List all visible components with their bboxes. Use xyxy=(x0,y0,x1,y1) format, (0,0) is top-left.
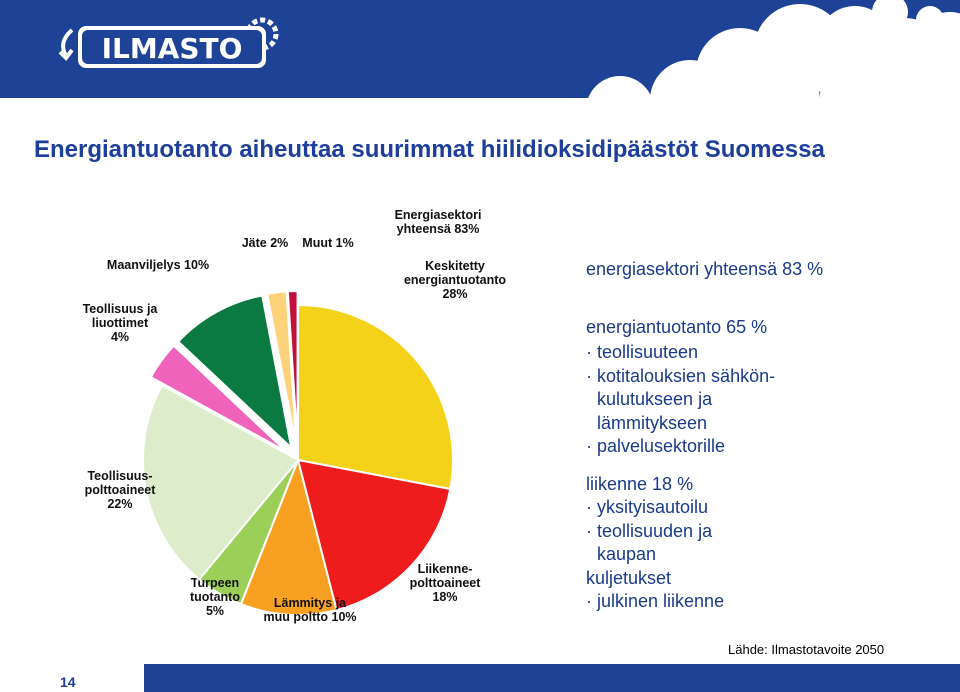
page-number: 14 xyxy=(60,674,76,690)
panel-list-item: kaupan xyxy=(597,544,657,564)
energy-sector-annotation: Energiasektori yhteensä 83% xyxy=(395,208,482,236)
ilmasto-logo: ILMASTO xyxy=(54,8,294,76)
panel-list-item: · teollisuuteen xyxy=(586,342,699,362)
panel-heading-energy-production: energiantuotanto 65 % xyxy=(586,316,768,337)
text-panel: energiasektori yhteensä 83 % energiantuo… xyxy=(586,258,946,614)
page-number-box xyxy=(0,664,144,692)
pie-slice xyxy=(142,383,300,581)
panel-list-item: · yksityisautoilu xyxy=(586,497,709,517)
panel-heading-transport: liikenne 18 % xyxy=(586,473,694,494)
panel-list-item: · julkinen liikenne xyxy=(586,591,725,611)
panel-heading-energy-sector: energiasektori yhteensä 83 % xyxy=(586,259,824,279)
pie-slice xyxy=(297,303,454,491)
pie-slice-label: Jäte 2% xyxy=(242,236,289,250)
panel-list-item: · kotitalouksien sähkön- xyxy=(586,365,776,386)
pie-slice xyxy=(239,456,338,616)
panel-list-item: lämmitykseen xyxy=(597,412,708,433)
pie-slice xyxy=(149,344,288,453)
pie-chart: Keskitetty energiantuotanto 28% Liikenne-po… xyxy=(60,195,510,645)
pie-slice-label: Turpeen tuotanto 5% xyxy=(190,576,240,618)
panel-list-item: kulutukseen ja xyxy=(597,389,713,409)
pie-slice-label: Muut 1% xyxy=(302,236,353,250)
transport-list: · yksityisautoilu · teollisuuden ja kaupan… xyxy=(586,496,946,614)
header-band: ILMASTO xyxy=(0,0,960,98)
logo-graphic: ILMASTO xyxy=(58,17,279,68)
energy-production-list: · teollisuuteen · kotitalouksien sähkön-k… xyxy=(586,341,946,459)
logo-text: ILMASTO xyxy=(102,32,243,65)
pie-chart-svg: Keskitetty energiantuotanto 28% Liikenne-po… xyxy=(83,208,507,624)
pie-slice-label: Keskitetty energiantuotanto 28% xyxy=(404,259,506,301)
cloud-decoration xyxy=(588,0,960,98)
pie-slice xyxy=(266,290,298,447)
pie-slice-label: Maanviljelys 10% xyxy=(107,258,209,272)
pie-slice xyxy=(286,290,299,447)
panel-list-item: kuljetukset xyxy=(586,567,672,588)
pie-slice-label: Lämmitys ja muu poltto 10% xyxy=(263,596,356,624)
pie-slice-label: Teollisuus ja liuottimet 4% xyxy=(83,302,159,344)
footer-band: 14 xyxy=(0,664,960,692)
pie-slice-label: Teollisuus-polttoaineet 22% xyxy=(85,469,157,511)
panel-list-item: · teollisuuden ja xyxy=(586,520,713,541)
slide-title: Energiantuotanto aiheuttaa suurimmat hii… xyxy=(34,136,825,163)
pie-slice xyxy=(176,294,293,451)
pie-slice xyxy=(296,458,452,612)
pie-slice-label: Liikenne-polttoaineet 18% xyxy=(410,562,482,604)
source-note: Lähde: Ilmastotavoite 2050 xyxy=(728,642,885,657)
panel-list-item: · palvelusektorille xyxy=(586,436,726,456)
